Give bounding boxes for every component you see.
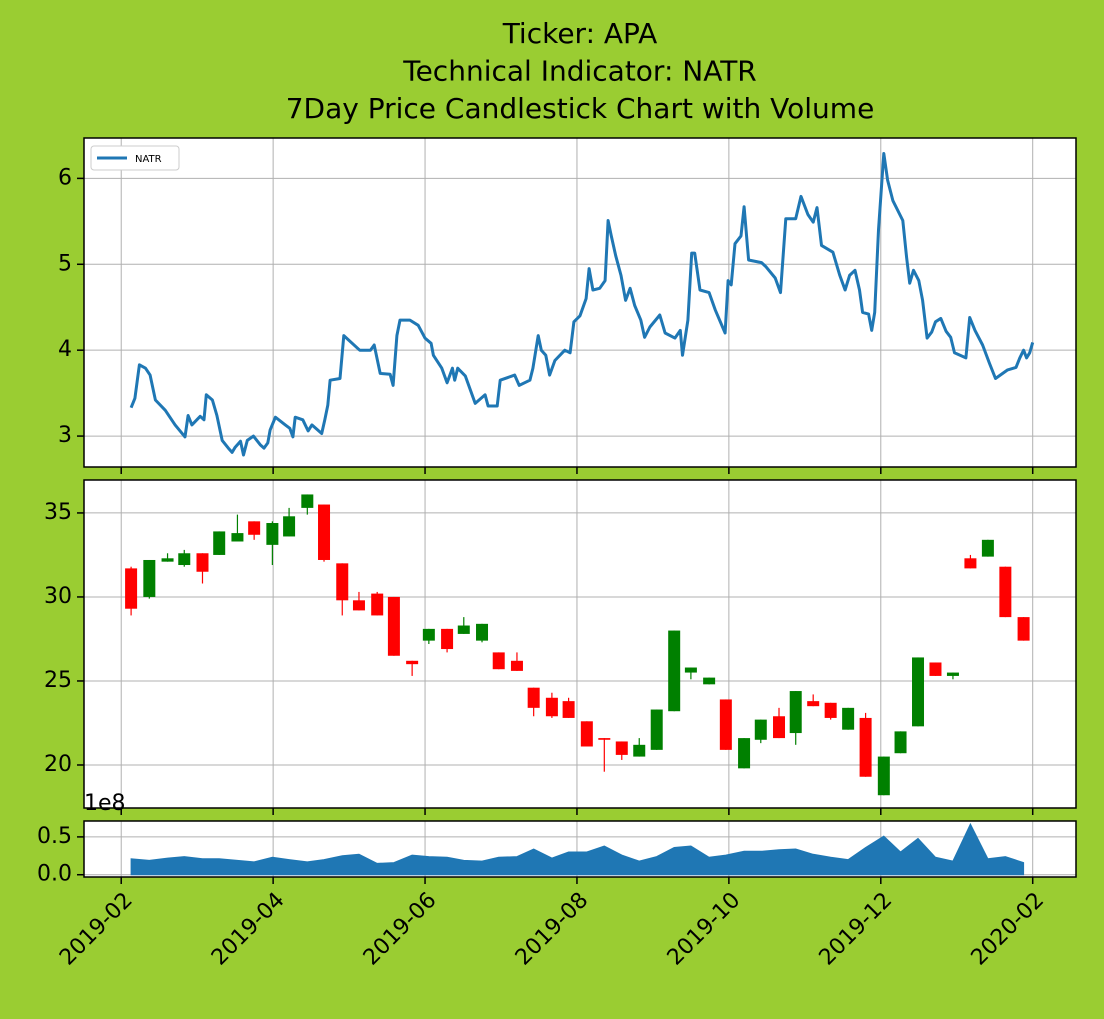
candle-body <box>457 625 470 634</box>
y-tick-label: 0.5 <box>37 824 72 849</box>
volume-area <box>130 822 1025 876</box>
chart-title: Technical Indicator: NATR <box>402 55 757 88</box>
candle-body <box>929 662 942 676</box>
y-tick-label: 0.0 <box>37 862 72 887</box>
candle-body <box>196 553 209 572</box>
candle-body <box>633 744 646 757</box>
candle-body <box>562 701 575 718</box>
candle-body <box>231 533 244 542</box>
y-tick-label: 35 <box>44 500 72 525</box>
candle-body <box>352 600 365 611</box>
candle-body <box>283 516 296 537</box>
legend-label: NATR <box>135 154 162 165</box>
candle-body <box>859 717 872 777</box>
plot-area <box>84 138 1076 467</box>
candle-body <box>336 563 349 601</box>
indicator-line <box>129 152 1035 457</box>
candle-body <box>213 531 226 555</box>
x-tick-label: 2019-08 <box>511 888 594 971</box>
candle-body <box>161 558 174 562</box>
plot-area <box>84 480 1076 808</box>
candle-body <box>492 652 505 670</box>
candle-body <box>301 494 314 508</box>
candle-body <box>754 719 767 740</box>
x-tick-label: 2019-10 <box>663 888 746 971</box>
candle-body <box>773 716 786 739</box>
candle-body <box>476 623 489 641</box>
candle-body <box>143 559 156 597</box>
candle-body <box>912 657 925 727</box>
y-tick-label: 6 <box>58 165 72 190</box>
x-tick-label: 2019-02 <box>55 888 138 971</box>
axes-frame <box>83 479 1077 809</box>
candle-body <box>824 702 837 718</box>
offset-label: 1e8 <box>84 791 126 816</box>
legend-box <box>90 145 180 171</box>
candle-body <box>946 672 959 676</box>
candle-body <box>580 721 593 747</box>
candle-body <box>545 697 558 717</box>
candle-body <box>981 539 994 557</box>
x-tick-label: 2019-04 <box>207 888 290 971</box>
y-tick-label: 30 <box>44 584 72 609</box>
x-tick-label: 2020-02 <box>967 888 1050 971</box>
candle-body <box>406 660 419 665</box>
candle-body <box>318 504 331 560</box>
axes-frame <box>83 820 1077 878</box>
chart-title: Ticker: APA <box>502 17 658 50</box>
x-tick-label: 2019-12 <box>815 888 898 971</box>
candle-body <box>668 630 681 712</box>
y-tick-label: 5 <box>58 251 72 276</box>
candle-body <box>842 707 855 730</box>
candle-body <box>703 677 716 685</box>
candle-body <box>266 523 279 545</box>
candle-body <box>719 699 732 750</box>
candle-body <box>178 553 191 566</box>
candle-body <box>807 701 820 707</box>
candle-body <box>422 628 435 641</box>
y-tick-label: 20 <box>44 752 72 777</box>
candle-body <box>615 741 628 755</box>
candle-body <box>684 667 697 673</box>
candle-body <box>248 521 261 535</box>
candle-body <box>125 568 138 609</box>
candle-body <box>964 558 977 569</box>
candle-body <box>510 660 523 671</box>
candle-body <box>894 731 907 754</box>
chart-title: 7Day Price Candlestick Chart with Volume <box>286 92 875 125</box>
axes-frame <box>83 137 1077 468</box>
candle-body <box>738 738 751 769</box>
y-tick-label: 25 <box>44 668 72 693</box>
candle-body <box>999 566 1012 618</box>
candle-body <box>527 687 540 708</box>
candle-body <box>1017 617 1030 641</box>
y-tick-label: 3 <box>58 423 72 448</box>
y-tick-label: 4 <box>58 337 72 362</box>
candle-body <box>789 691 802 734</box>
candle-body <box>650 709 663 750</box>
candle-body <box>877 756 890 796</box>
candle-body <box>441 628 454 650</box>
candle-body <box>598 738 611 740</box>
candle-body <box>387 596 400 656</box>
candle-body <box>371 593 384 616</box>
x-tick-label: 2019-06 <box>359 888 442 971</box>
